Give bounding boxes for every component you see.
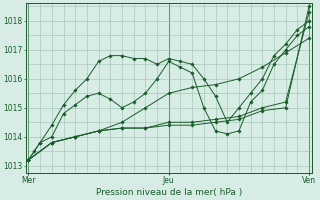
- X-axis label: Pression niveau de la mer( hPa ): Pression niveau de la mer( hPa ): [96, 188, 242, 197]
